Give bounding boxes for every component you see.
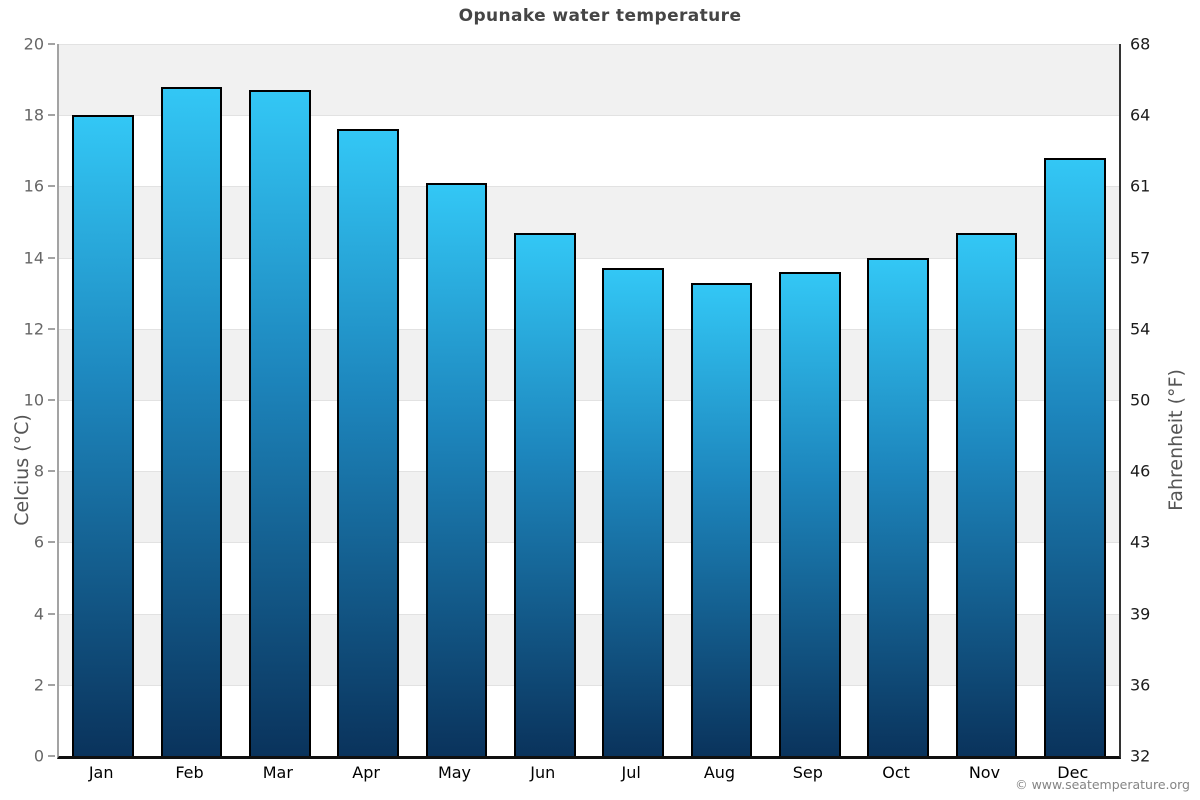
tick-label: 8 (33, 461, 44, 481)
bar-sep (778, 271, 841, 756)
chart-title: Opunake water temperature (458, 6, 742, 26)
tick-mark (48, 612, 55, 615)
tick-label: 54 (1130, 319, 1151, 339)
bar-slot (589, 44, 677, 756)
grid-band (59, 44, 1119, 116)
y-axis-celsius: 20 18 16 14 12 10 8 6 4 2 0 (0, 35, 55, 766)
bar-slot (942, 44, 1030, 756)
grid-band (59, 399, 1119, 472)
bar-may (425, 182, 488, 756)
x-tick-label: Mar (262, 763, 293, 782)
tick-label: 32 (1130, 746, 1151, 766)
x-tick-label: Sep (792, 763, 823, 782)
grid-band (59, 542, 1119, 614)
plot-bands (59, 44, 1119, 756)
bar-oct (867, 257, 930, 756)
bar-slot (412, 44, 500, 756)
tick-mark (48, 256, 55, 259)
tick-label: 68 (1130, 34, 1151, 54)
bar-slot (501, 44, 589, 756)
tick-label: 2 (33, 675, 44, 695)
tick-label: 50 (1130, 390, 1151, 410)
tick-label: 39 (1130, 604, 1151, 624)
tick-label: 4 (33, 604, 44, 624)
grid-band (59, 328, 1119, 400)
bar-slot (854, 44, 942, 756)
tick-mark (48, 327, 55, 330)
tick-label: 64 (1130, 105, 1151, 125)
bar-feb (160, 86, 223, 756)
tick-label: 57 (1130, 248, 1151, 268)
x-tick-label: Oct (882, 763, 910, 782)
bar-aug (690, 282, 753, 756)
tick-label: 14 (23, 248, 44, 268)
tick-label: 20 (23, 34, 44, 54)
bar-slot (59, 44, 147, 756)
x-tick-label: Nov (968, 763, 1001, 782)
grid-band (59, 613, 1119, 685)
copyright-link[interactable]: © www.seatemperature.org (1015, 777, 1190, 792)
x-tick-label: Feb (175, 763, 204, 782)
bar-slot (766, 44, 854, 756)
y-axis-label-fahrenheit: Fahrenheit (°F) (1165, 369, 1187, 511)
plot-area (57, 44, 1121, 759)
bar-slot (1031, 44, 1119, 756)
bar-slot (677, 44, 765, 756)
tick-label: 46 (1130, 461, 1151, 481)
tick-mark (48, 185, 55, 188)
x-tick-label: Jan (88, 763, 114, 782)
tick-label: 43 (1130, 532, 1151, 552)
bar-jan (72, 115, 135, 756)
y-axis-fahrenheit: 68 64 61 57 54 50 46 43 39 36 32 (1121, 35, 1191, 766)
tick-label: 61 (1130, 176, 1151, 196)
tick-mark (48, 114, 55, 117)
tick-mark (48, 470, 55, 473)
grid-band (59, 684, 1119, 756)
bar-mar (248, 90, 311, 756)
x-tick-label: Jun (530, 763, 556, 782)
grid-band (59, 257, 1119, 329)
tick-label: 0 (33, 746, 44, 766)
tick-mark (48, 683, 55, 686)
x-axis-months: Jan Feb Mar Apr May Jun Jul Aug Sep Oct Nov Dec (57, 761, 1117, 787)
x-tick-label: Aug (703, 763, 736, 782)
bar-apr (337, 129, 400, 756)
tick-label: 12 (23, 319, 44, 339)
bar-nov (955, 232, 1018, 756)
tick-label: 16 (23, 176, 44, 196)
bar-slot (324, 44, 412, 756)
y-axis-label-celsius: Celcius (°C) (11, 414, 33, 526)
grid-band (59, 186, 1119, 258)
x-tick-label: May (437, 763, 472, 782)
tick-label: 6 (33, 532, 44, 552)
x-tick-label: Apr (352, 763, 380, 782)
tick-mark (48, 43, 55, 45)
tick-label: 36 (1130, 675, 1151, 695)
grid-band (59, 115, 1119, 187)
bar-dec (1043, 157, 1106, 756)
bar-jul (602, 268, 665, 756)
tick-mark (48, 399, 55, 401)
bars-container (59, 44, 1119, 756)
tick-mark (48, 755, 55, 757)
bar-jun (513, 232, 576, 756)
tick-label: 10 (23, 390, 44, 410)
grid-band (59, 471, 1119, 543)
x-tick-label: Dec (1057, 763, 1089, 782)
bar-slot (236, 44, 324, 756)
x-tick-label: Jul (621, 763, 641, 782)
bar-slot (147, 44, 235, 756)
tick-label: 18 (23, 105, 44, 125)
tick-mark (48, 541, 55, 544)
